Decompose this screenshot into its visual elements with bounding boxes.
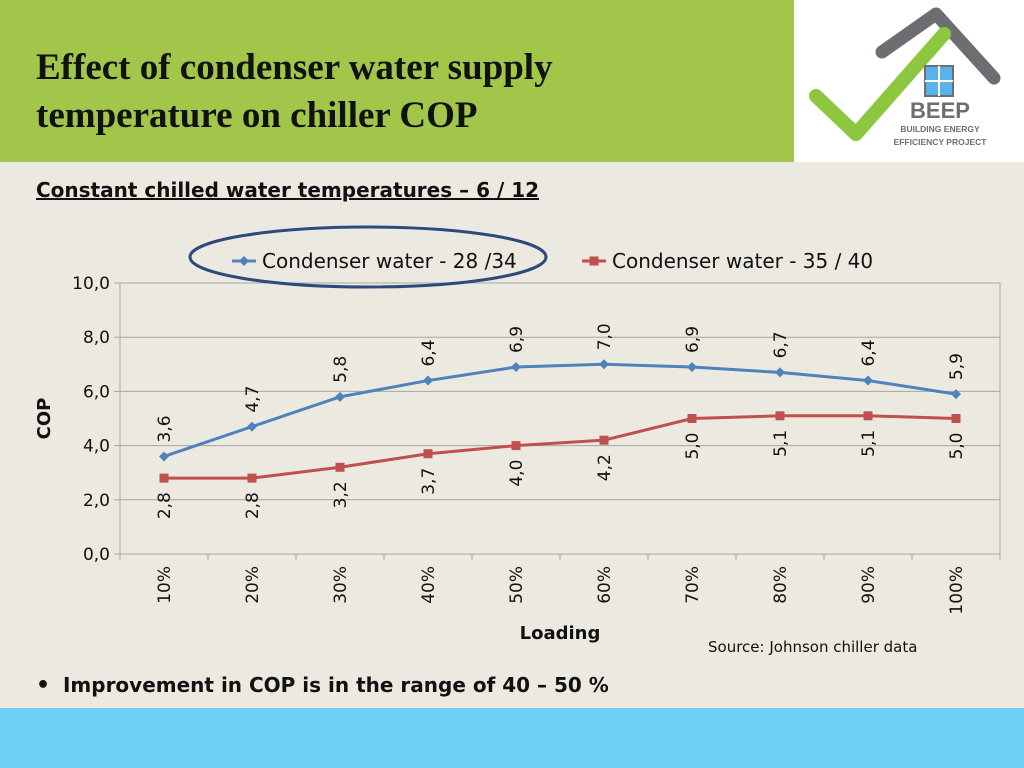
data-label: 5,8: [331, 356, 351, 383]
data-point-marker: [687, 414, 697, 423]
data-point-marker: [775, 411, 785, 421]
data-point-marker: [159, 473, 169, 483]
x-tick-label: 40%: [419, 566, 439, 604]
data-point-marker: [511, 441, 521, 451]
slide-title-line1: Effect of condenser water supply: [36, 47, 553, 88]
data-label: 6,4: [859, 340, 879, 367]
data-label: 6,9: [507, 326, 527, 353]
data-label: 3,7: [419, 468, 439, 495]
slide-title-line2: temperature on chiller COP: [36, 95, 478, 136]
logo-tagline-2: EFFICIENCY PROJECT: [894, 137, 988, 147]
cop-line-chart: 0,0 2,0 4,0 6,0 8,0 10,0 10% 20% 30% 40% 50% 60% 70%…: [34, 225, 1001, 644]
bullet-point: • Improvement in COP is in the range of …: [36, 673, 609, 698]
y-tick-label: 4,0: [83, 437, 110, 457]
data-label: 4,7: [243, 386, 263, 413]
data-point-marker: [775, 367, 785, 378]
data-point-marker: [951, 389, 961, 400]
data-label: 6,9: [683, 326, 703, 353]
y-axis-title: COP: [34, 398, 55, 440]
data-point-marker: [599, 435, 609, 445]
x-axis-title: Loading: [520, 623, 601, 644]
data-point-marker: [423, 449, 433, 459]
title-banner: Effect of condenser water supply tempera…: [0, 0, 794, 162]
data-point-marker: [863, 375, 873, 386]
y-tick-label: 6,0: [83, 382, 110, 402]
data-label: 5,0: [947, 433, 967, 460]
data-point-marker: [335, 462, 345, 472]
data-label: 7,0: [595, 323, 615, 350]
footer-band: [0, 708, 1024, 768]
y-tick-label: 8,0: [83, 328, 110, 348]
data-point-marker: [951, 414, 961, 423]
data-label: 6,7: [771, 331, 791, 358]
bullet-dot-icon: •: [36, 673, 51, 698]
data-label: 3,6: [155, 415, 175, 442]
logo-tagline-1: BUILDING ENERGY: [900, 124, 980, 134]
y-tick-label: 2,0: [83, 491, 110, 511]
legend-label: Condenser water - 35 / 40: [612, 249, 873, 273]
x-tick-label: 80%: [771, 566, 791, 604]
data-point-marker: [511, 362, 521, 373]
logo-checkmark-icon: [809, 27, 951, 141]
logo-name: BEEP: [910, 98, 970, 123]
bullet-text: Improvement in COP is in the range of 40…: [62, 673, 609, 697]
data-label: 2,8: [243, 492, 263, 519]
legend-marker: [239, 256, 249, 266]
data-label: 4,2: [595, 454, 615, 481]
x-tick-label: 60%: [595, 566, 615, 604]
data-point-marker: [247, 473, 257, 483]
series-line: [163, 362, 957, 458]
data-label: 6,4: [419, 340, 439, 367]
y-tick-label: 10,0: [72, 274, 110, 294]
data-label: 5,0: [683, 433, 703, 460]
data-label: 3,2: [331, 481, 351, 508]
legend-highlight-ellipse: [188, 225, 548, 289]
data-point-marker: [335, 391, 345, 402]
x-tick-label: 30%: [331, 566, 351, 604]
logo-window-icon: [924, 65, 954, 97]
x-tick-label: 10%: [155, 566, 175, 604]
slide-title: Effect of condenser water supply tempera…: [36, 44, 776, 140]
x-tick-label: 90%: [859, 566, 879, 604]
data-label: 5,9: [947, 353, 967, 380]
data-point-marker: [423, 375, 433, 386]
source-note: Source: Johnson chiller data: [708, 638, 918, 656]
data-label: 5,1: [859, 430, 879, 457]
x-tick-label: 20%: [243, 566, 263, 604]
series-line: [164, 414, 957, 480]
data-label: 4,0: [507, 460, 527, 487]
x-tick-label: 100%: [947, 566, 967, 615]
data-point-marker: [247, 421, 257, 432]
data-point-marker: [687, 362, 697, 373]
y-tick-label: 0,0: [83, 545, 110, 565]
data-label: 2,8: [155, 492, 175, 519]
chart-subtitle: Constant chilled water temperatures – 6 …: [36, 178, 540, 202]
legend-marker: [589, 256, 599, 266]
data-label: 5,1: [771, 430, 791, 457]
data-point-marker: [159, 451, 169, 462]
legend-label: Condenser water - 28 /34: [262, 249, 517, 273]
beep-logo: BEEP BUILDING ENERGY EFFICIENCY PROJECT: [794, 0, 1024, 162]
data-point-marker: [863, 411, 873, 421]
data-point-marker: [599, 359, 609, 370]
x-tick-label: 50%: [507, 566, 527, 604]
beep-logo-graphic: BEEP BUILDING ENERGY EFFICIENCY PROJECT: [809, 7, 1001, 147]
x-tick-label: 70%: [683, 566, 703, 604]
logo-roof-icon: [875, 7, 1001, 85]
